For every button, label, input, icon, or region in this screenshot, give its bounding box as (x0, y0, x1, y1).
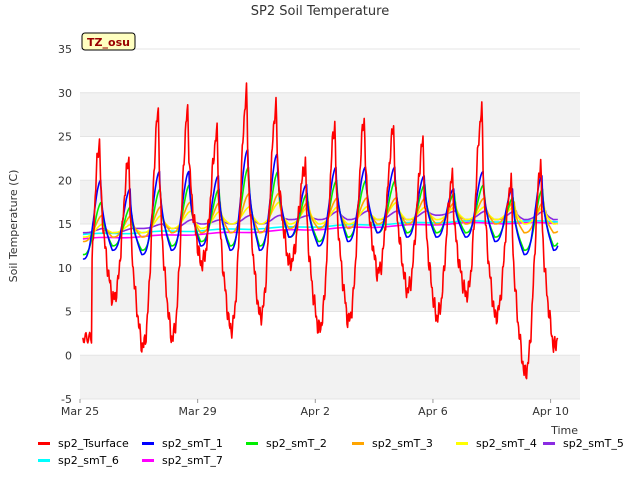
series-line-sp2_smT_1 (82, 148, 559, 260)
y-tick-label: 0 (65, 349, 72, 362)
x-tick-label: Mar 25 (61, 405, 99, 418)
y-axis-label: Soil Temperature (C) (7, 170, 20, 283)
legend-item-sp2_smT_1: sp2_smT_1 (142, 437, 223, 451)
legend-swatch (38, 441, 50, 445)
legend-item-sp2_Tsurface: sp2_Tsurface (38, 437, 129, 451)
y-tick-label: 20 (58, 174, 72, 187)
legend-label: sp2_smT_7 (162, 454, 223, 467)
grid-band (80, 92, 580, 137)
legend-label: sp2_smT_3 (372, 437, 433, 450)
x-tick-label: Apr 6 (418, 405, 448, 418)
y-tick-label: 30 (58, 87, 72, 100)
y-tick-label: 15 (58, 218, 72, 231)
grid-band (80, 355, 580, 399)
legend-item-sp2_smT_3: sp2_smT_3 (352, 437, 433, 451)
legend-swatch (38, 458, 50, 462)
x-axis-label: Time (550, 424, 578, 437)
chart-title: SP2 Soil Temperature (251, 4, 389, 19)
legend-label: sp2_Tsurface (58, 437, 129, 450)
y-tick-label: 10 (58, 262, 72, 275)
legend-swatch (543, 441, 555, 445)
legend-swatch (352, 441, 364, 445)
legend-item-sp2_smT_2: sp2_smT_2 (246, 437, 327, 451)
y-tick-label: 35 (58, 43, 72, 56)
legend-item-sp2_smT_6: sp2_smT_6 (38, 454, 119, 468)
legend-item-sp2_smT_4: sp2_smT_4 (456, 437, 537, 451)
x-tick-label: Mar 29 (179, 405, 217, 418)
legend-label: sp2_smT_1 (162, 437, 223, 450)
legend-item-sp2_smT_5: sp2_smT_5 (543, 437, 624, 451)
y-tick-label: 25 (58, 131, 72, 144)
legend-label: sp2_smT_6 (58, 454, 119, 467)
legend-item-sp2_smT_7: sp2_smT_7 (142, 454, 223, 468)
legend-swatch (142, 458, 154, 462)
legend-swatch (246, 441, 258, 445)
axes: -5 0 5 10 15 20 25 30 35 Mar 25 Mar 29 Apr 2 Apr 6 Ap… (58, 43, 569, 418)
tz-badge: TZ_osu (81, 32, 136, 51)
legend-swatch (456, 441, 468, 445)
y-tick-label: 5 (65, 306, 72, 319)
series-line-sp2_Tsurface (82, 82, 559, 380)
legend-label: sp2_smT_4 (476, 437, 537, 450)
x-tick-label: Apr 2 (301, 405, 331, 418)
legend-label: sp2_smT_5 (563, 437, 624, 450)
grid-band (80, 267, 580, 312)
x-tick-label: Apr 10 (532, 405, 569, 418)
tz-badge-label: TZ_osu (87, 36, 130, 49)
legend-swatch (142, 441, 154, 445)
legend-label: sp2_smT_2 (266, 437, 327, 450)
series-layer (82, 82, 559, 380)
y-tick-label: -5 (61, 393, 72, 406)
